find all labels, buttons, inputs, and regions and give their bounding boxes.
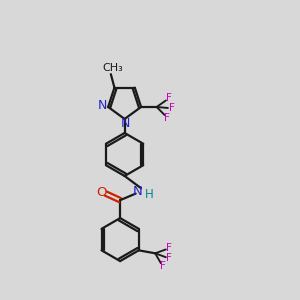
Text: F: F bbox=[160, 261, 166, 271]
Text: F: F bbox=[166, 254, 172, 263]
Text: F: F bbox=[166, 93, 172, 103]
Text: N: N bbox=[133, 185, 143, 198]
Text: O: O bbox=[96, 186, 107, 199]
Text: F: F bbox=[164, 112, 170, 122]
Text: H: H bbox=[145, 188, 154, 201]
Text: F: F bbox=[166, 243, 172, 253]
Text: CH₃: CH₃ bbox=[102, 63, 123, 73]
Text: N: N bbox=[98, 99, 107, 112]
Text: N: N bbox=[121, 117, 130, 130]
Text: F: F bbox=[169, 103, 174, 113]
